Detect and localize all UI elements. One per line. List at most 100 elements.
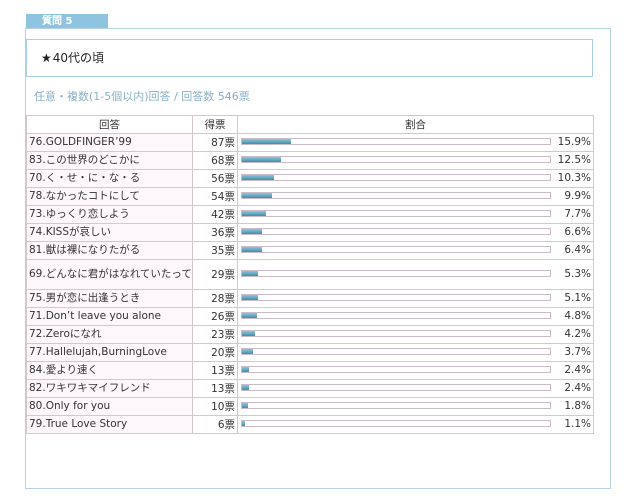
ratio-percent: 10.3% bbox=[557, 172, 591, 184]
ratio-cell: 12.5% bbox=[237, 151, 594, 170]
ratio-cell: 1.1% bbox=[237, 415, 594, 434]
votes-cell: 87票 bbox=[192, 133, 238, 152]
table-row: 74.KISSが哀しい 36票 6.6% bbox=[26, 223, 594, 242]
ratio-bar-track bbox=[241, 330, 551, 337]
votes-cell: 35票 bbox=[192, 241, 238, 260]
ratio-percent: 4.2% bbox=[564, 328, 591, 340]
results-header-row: 回答 得票 割合 bbox=[26, 115, 594, 134]
ratio-cell: 5.1% bbox=[237, 289, 594, 308]
votes-cell: 13票 bbox=[192, 361, 238, 380]
question-title-box: ★40代の頃 bbox=[26, 39, 593, 77]
ratio-percent: 6.4% bbox=[564, 244, 591, 256]
answer-cell: 80.Only for you bbox=[26, 397, 193, 416]
table-row: 75.男が恋に出逢うとき 28票 5.1% bbox=[26, 289, 594, 308]
ratio-percent: 15.9% bbox=[557, 136, 591, 148]
table-row: 77.Hallelujah,BurningLove 20票 3.7% bbox=[26, 343, 594, 362]
table-row: 69.どんなに君がはなれていたって 29票 5.3% bbox=[26, 259, 594, 290]
ratio-bar-fill bbox=[242, 271, 259, 276]
ratio-bar-fill bbox=[242, 157, 281, 162]
ratio-bar-track bbox=[241, 348, 551, 355]
table-row: 79.True Love Story 6票 1.1% bbox=[26, 415, 594, 434]
ratio-percent: 2.4% bbox=[564, 364, 591, 376]
votes-cell: 56票 bbox=[192, 169, 238, 188]
ratio-percent: 5.1% bbox=[564, 292, 591, 304]
ratio-bar-fill bbox=[242, 175, 274, 180]
ratio-cell: 2.4% bbox=[237, 361, 594, 380]
table-row: 78.なかったコトにして 54票 9.9% bbox=[26, 187, 594, 206]
question-number-tab: 質問 5 bbox=[26, 14, 108, 29]
answer-cell: 72.Zeroになれ bbox=[26, 325, 193, 344]
ratio-percent: 5.3% bbox=[564, 268, 591, 280]
ratio-cell: 9.9% bbox=[237, 187, 594, 206]
ratio-bar-fill bbox=[242, 229, 263, 234]
answer-cell: 78.なかったコトにして bbox=[26, 187, 193, 206]
votes-cell: 36票 bbox=[192, 223, 238, 242]
table-row: 72.Zeroになれ 23票 4.2% bbox=[26, 325, 594, 344]
ratio-cell: 6.6% bbox=[237, 223, 594, 242]
answer-cell: 76.GOLDFINGER’99 bbox=[26, 133, 193, 152]
answer-cell: 69.どんなに君がはなれていたって bbox=[26, 259, 193, 290]
ratio-cell: 7.7% bbox=[237, 205, 594, 224]
ratio-bar-track bbox=[241, 384, 551, 391]
votes-cell: 29票 bbox=[192, 259, 238, 290]
question-title: 40代の頃 bbox=[52, 51, 105, 65]
ratio-bar-fill bbox=[242, 349, 254, 354]
ratio-cell: 2.4% bbox=[237, 379, 594, 398]
ratio-cell: 4.2% bbox=[237, 325, 594, 344]
ratio-bar-fill bbox=[242, 313, 257, 318]
ratio-bar-track bbox=[241, 420, 551, 427]
votes-cell: 20票 bbox=[192, 343, 238, 362]
ratio-cell: 6.4% bbox=[237, 241, 594, 260]
answer-cell: 71.Don’t leave you alone bbox=[26, 307, 193, 326]
ratio-percent: 12.5% bbox=[557, 154, 591, 166]
table-row: 76.GOLDFINGER’99 87票 15.9% bbox=[26, 133, 594, 152]
ratio-bar-fill bbox=[242, 403, 248, 408]
ratio-bar-fill bbox=[242, 193, 273, 198]
ratio-bar-fill bbox=[242, 295, 258, 300]
ratio-cell: 15.9% bbox=[237, 133, 594, 152]
star-icon: ★ bbox=[41, 51, 52, 65]
ratio-percent: 4.8% bbox=[564, 310, 591, 322]
ratio-cell: 3.7% bbox=[237, 343, 594, 362]
votes-column-header: 得票 bbox=[192, 115, 238, 134]
ratio-bar-track bbox=[241, 312, 551, 319]
votes-cell: 6票 bbox=[192, 415, 238, 434]
votes-cell: 23票 bbox=[192, 325, 238, 344]
votes-cell: 10票 bbox=[192, 397, 238, 416]
ratio-bar-track bbox=[241, 366, 551, 373]
table-row: 70.く・せ・に・な・る 56票 10.3% bbox=[26, 169, 594, 188]
answer-cell: 81.獣は裸になりたがる bbox=[26, 241, 193, 260]
table-row: 84.愛より速く 13票 2.4% bbox=[26, 361, 594, 380]
table-row: 73.ゆっくり恋しよう 42票 7.7% bbox=[26, 205, 594, 224]
ratio-cell: 4.8% bbox=[237, 307, 594, 326]
ratio-bar-track bbox=[241, 138, 551, 145]
ratio-bar-fill bbox=[242, 247, 262, 252]
ratio-bar-fill bbox=[242, 331, 255, 336]
answer-cell: 70.く・せ・に・な・る bbox=[26, 169, 193, 188]
ratio-percent: 1.8% bbox=[564, 400, 591, 412]
ratio-percent: 9.9% bbox=[564, 190, 591, 202]
votes-cell: 54票 bbox=[192, 187, 238, 206]
votes-cell: 28票 bbox=[192, 289, 238, 308]
answer-cell: 83.この世界のどこかに bbox=[26, 151, 193, 170]
ratio-percent: 3.7% bbox=[564, 346, 591, 358]
answer-column-header: 回答 bbox=[26, 115, 193, 134]
table-row: 71.Don’t leave you alone 26票 4.8% bbox=[26, 307, 594, 326]
ratio-bar-track bbox=[241, 402, 551, 409]
ratio-percent: 2.4% bbox=[564, 382, 591, 394]
answer-cell: 75.男が恋に出逢うとき bbox=[26, 289, 193, 308]
ratio-percent: 7.7% bbox=[564, 208, 591, 220]
table-row: 82.ワキワキマイフレンド 13票 2.4% bbox=[26, 379, 594, 398]
answer-cell: 79.True Love Story bbox=[26, 415, 193, 434]
ratio-bar-track bbox=[241, 270, 551, 277]
ratio-percent: 6.6% bbox=[564, 226, 591, 238]
ratio-bar-track bbox=[241, 156, 551, 163]
ratio-cell: 5.3% bbox=[237, 259, 594, 290]
ratio-bar-fill bbox=[242, 139, 291, 144]
ratio-bar-fill bbox=[242, 211, 266, 216]
response-summary: 任意・複数(1-5個以内)回答 / 回答数 546票 bbox=[34, 90, 250, 103]
votes-cell: 68票 bbox=[192, 151, 238, 170]
answer-cell: 84.愛より速く bbox=[26, 361, 193, 380]
ratio-bar-track bbox=[241, 294, 551, 301]
votes-cell: 42票 bbox=[192, 205, 238, 224]
